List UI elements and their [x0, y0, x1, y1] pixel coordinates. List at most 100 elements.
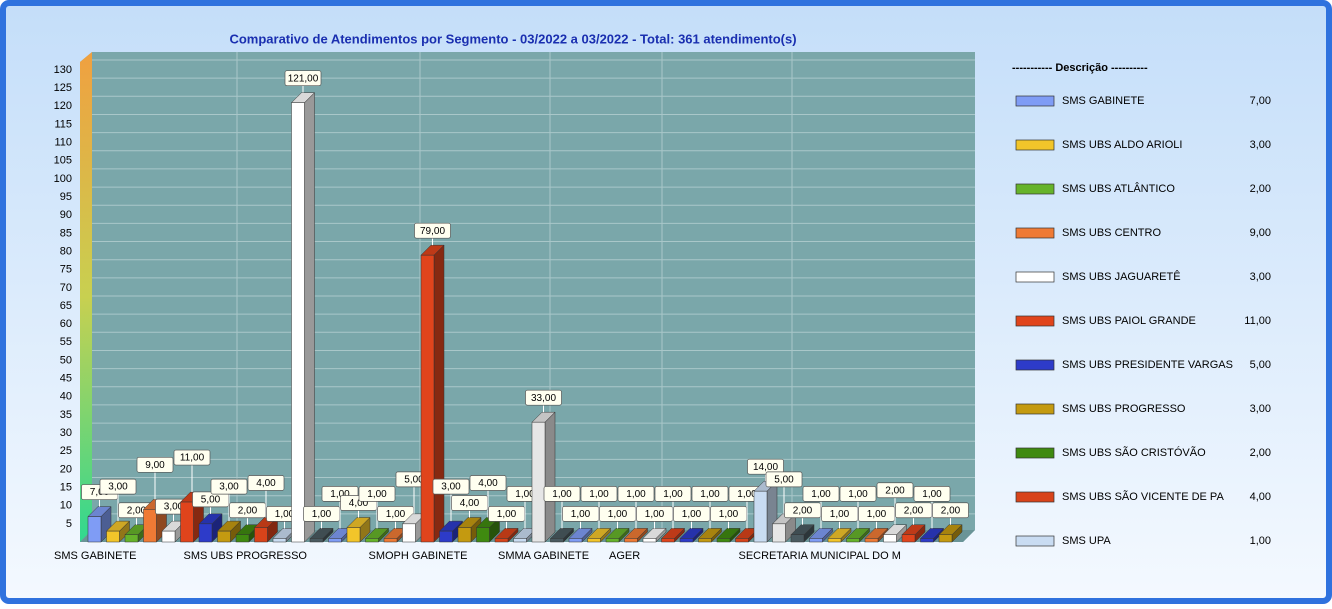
bar-side	[544, 411, 556, 543]
bar-side	[433, 244, 445, 543]
bar	[846, 538, 860, 543]
value-label: 4,00	[460, 498, 480, 509]
y-tick-label: 80	[60, 245, 72, 257]
value-label-box	[469, 475, 507, 491]
bar	[883, 534, 897, 543]
bar	[809, 538, 823, 543]
value-label: 4,00	[478, 478, 498, 489]
value-label-box	[284, 70, 322, 87]
y-tick-label: 105	[54, 155, 72, 167]
bar	[827, 538, 842, 543]
legend-value: 3,00	[1250, 403, 1271, 415]
value-label: 2,00	[904, 505, 924, 516]
legend-title: ----------- Descrição ----------	[1012, 62, 1148, 74]
bar	[920, 538, 934, 543]
value-label: 1,00	[626, 489, 646, 500]
legend-label: SMS UBS ALDO ARIOLI	[1062, 139, 1182, 151]
value-label: 1,00	[830, 509, 850, 520]
bar	[476, 527, 490, 543]
bar	[254, 527, 268, 543]
x-tick-label: SMOPH GABINETE	[369, 550, 468, 562]
value-label: 3,00	[441, 482, 461, 493]
bar	[106, 530, 120, 543]
y-tick-label: 120	[54, 100, 72, 112]
legend-label: SMS UPA	[1062, 535, 1111, 547]
bar	[161, 530, 176, 543]
y-tick-label: 115	[54, 118, 72, 130]
y-tick-label: 65	[60, 300, 72, 312]
bar	[938, 534, 953, 543]
y-tick-label: 100	[54, 173, 72, 185]
value-label: 1,00	[719, 509, 739, 520]
bar	[605, 538, 620, 543]
bar	[568, 538, 583, 543]
y-tick-label: 90	[60, 209, 72, 221]
bar	[439, 530, 453, 543]
bar	[402, 523, 416, 543]
y-tick-label: 15	[60, 481, 72, 493]
value-label-box	[747, 458, 784, 475]
bar	[587, 538, 601, 543]
bar	[735, 538, 749, 543]
bar	[346, 527, 361, 543]
y-tick-label: 95	[60, 191, 72, 203]
value-label: 14,00	[753, 462, 778, 473]
bar	[753, 490, 768, 543]
bar	[235, 534, 250, 543]
y-tick-label: 20	[60, 463, 72, 475]
bar	[309, 538, 324, 543]
value-label-box	[525, 389, 562, 406]
legend-value: 5,00	[1250, 359, 1271, 371]
value-label: 1,00	[922, 489, 942, 500]
bar	[790, 534, 805, 543]
y-wall	[80, 52, 92, 542]
bar	[180, 501, 194, 543]
y-tick-label: 125	[54, 82, 72, 94]
value-label-box	[802, 486, 840, 502]
x-tick-label: SMS GABINETE	[54, 550, 137, 562]
value-label-box	[543, 486, 581, 502]
value-label-box	[617, 486, 655, 502]
y-tick-label: 45	[60, 373, 72, 385]
value-label: 3,00	[219, 482, 239, 493]
value-label: 2,00	[238, 505, 258, 516]
value-label-box	[358, 486, 396, 502]
legend-label: SMS UBS PAIOL GRANDE	[1062, 315, 1196, 327]
x-tick-label: SECRETARIA MUNICIPAL DO M	[739, 550, 901, 562]
value-label-box	[580, 486, 618, 502]
bar-side	[304, 92, 315, 543]
bar	[291, 102, 305, 543]
legend-swatch	[1015, 183, 1055, 195]
value-label: 121,00	[288, 73, 319, 84]
value-label-box	[414, 222, 451, 239]
value-label: 2,00	[127, 505, 147, 516]
value-label: 1,00	[737, 489, 757, 500]
value-label-box	[654, 486, 692, 502]
value-label: 11,00	[180, 453, 205, 464]
value-label: 1,00	[367, 489, 387, 500]
y-tick-label: 40	[60, 391, 72, 403]
legend-value: 7,00	[1250, 95, 1271, 107]
bar	[698, 538, 712, 543]
bar	[716, 538, 731, 543]
legend-label: SMS UBS CENTRO	[1062, 227, 1161, 239]
bar	[901, 534, 916, 543]
value-label: 1,00	[811, 489, 831, 500]
value-label: 1,00	[700, 489, 720, 500]
x-tick-label: SMMA GABINETE	[498, 550, 589, 562]
value-label: 1,00	[663, 489, 683, 500]
value-label: 1,00	[552, 489, 572, 500]
value-label-box	[691, 486, 729, 502]
plot-area	[80, 52, 975, 542]
value-label-box	[876, 482, 914, 499]
bar	[124, 534, 139, 543]
value-label-box	[932, 502, 969, 519]
value-label: 1,00	[682, 509, 702, 520]
value-label-box	[839, 486, 877, 502]
bar	[550, 538, 564, 543]
bar	[272, 538, 287, 543]
value-label: 4,00	[256, 478, 276, 489]
value-label: 1,00	[608, 509, 628, 520]
bar	[661, 538, 675, 543]
value-label-box	[99, 478, 137, 495]
